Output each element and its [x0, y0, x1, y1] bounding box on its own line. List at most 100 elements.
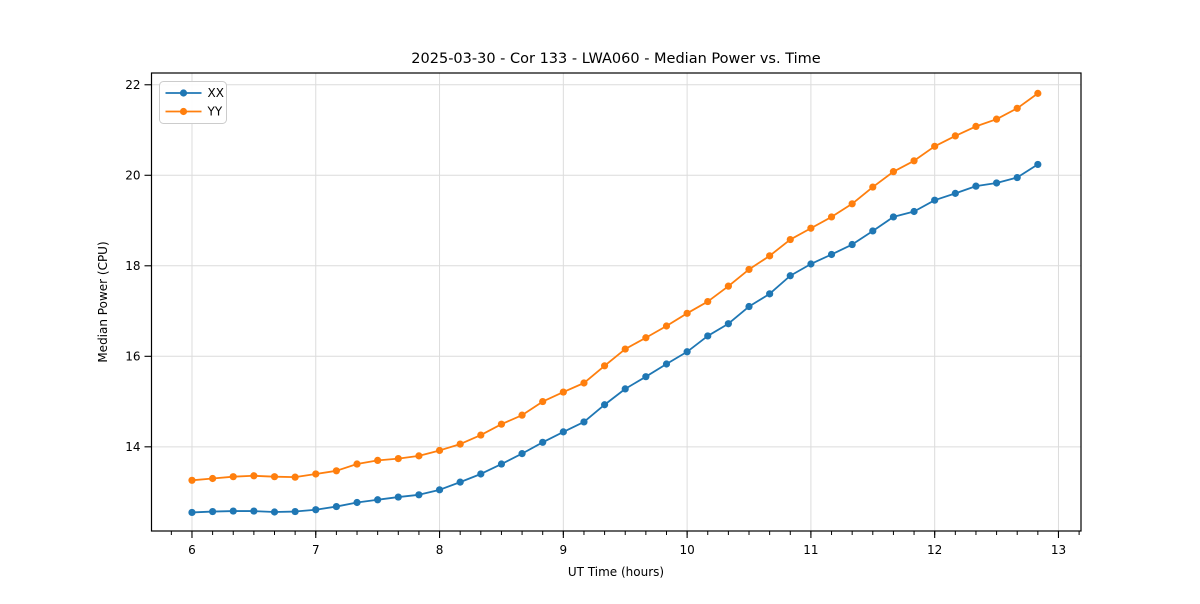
data-point-yy	[600, 362, 609, 370]
data-point-yy	[848, 200, 856, 208]
data-point-xx	[621, 385, 629, 393]
data-point-xx	[889, 213, 898, 221]
data-point-xx	[332, 502, 340, 511]
data-point-yy	[559, 388, 567, 396]
y-tick-label: 16	[125, 349, 140, 363]
data-point-xx	[1034, 160, 1042, 169]
data-point-xx	[745, 302, 753, 311]
y-tick-label: 20	[125, 168, 140, 182]
data-point-xx	[642, 373, 650, 381]
data-point-xx	[951, 189, 959, 197]
y-tick-label: 14	[125, 440, 140, 454]
legend-box	[159, 81, 227, 124]
series-xx	[188, 160, 1042, 517]
data-point-xx	[683, 348, 691, 356]
data-point-yy	[1034, 89, 1042, 97]
data-point-xx	[580, 418, 588, 426]
data-point-xx	[209, 507, 217, 516]
data-point-yy	[807, 224, 815, 232]
data-point-xx	[848, 240, 856, 249]
x-tick-label: 13	[1051, 543, 1066, 557]
data-point-xx	[188, 508, 196, 517]
data-point-xx	[435, 486, 444, 494]
data-point-yy	[992, 115, 1001, 123]
data-point-yy	[332, 467, 340, 475]
data-point-xx	[291, 507, 299, 516]
x-tick-label: 9	[560, 543, 568, 557]
data-point-xx	[869, 227, 877, 235]
data-point-yy	[353, 460, 361, 468]
data-point-xx	[229, 507, 237, 515]
data-point-yy	[662, 322, 671, 330]
data-point-yy	[766, 252, 774, 260]
series-yy	[188, 89, 1042, 484]
data-point-yy	[931, 142, 939, 150]
legend-marker	[179, 89, 188, 97]
data-point-xx	[394, 493, 402, 501]
data-point-yy	[209, 474, 217, 483]
chart-title: 2025-03-30 - Cor 133 - LWA060 - Median P…	[411, 51, 820, 67]
data-point-yy	[415, 452, 423, 460]
data-point-yy	[786, 235, 794, 244]
data-point-xx	[972, 182, 980, 190]
data-point-xx	[931, 196, 939, 204]
data-point-xx	[827, 250, 836, 259]
grid	[151, 73, 1081, 531]
data-point-yy	[250, 472, 258, 480]
legend-item-xx: XX	[165, 86, 224, 100]
data-point-yy	[456, 440, 464, 448]
data-point-yy	[621, 345, 629, 353]
x-tick-label: 11	[803, 543, 818, 557]
data-point-yy	[394, 454, 402, 463]
data-point-yy	[889, 168, 898, 176]
data-point-yy	[724, 282, 732, 290]
data-point-xx	[497, 460, 506, 468]
x-axis-label: UT Time (hours)	[568, 565, 664, 579]
legend-label: YY	[207, 105, 223, 119]
data-point-yy	[477, 431, 485, 439]
series-line-yy	[191, 92, 1039, 482]
data-point-xx	[270, 508, 279, 516]
y-tick-label: 18	[125, 259, 140, 273]
data-point-xx	[766, 290, 774, 298]
axes: 6 7 8 9 10 11 12 13 14 16 18 20 22	[125, 72, 1082, 557]
x-tick-label: 10	[679, 543, 694, 557]
plot-border	[150, 72, 1082, 532]
legend-item-yy: YY	[165, 105, 223, 119]
data-point-yy	[972, 122, 980, 131]
x-tick-label: 6	[188, 543, 196, 557]
data-point-xx	[353, 498, 361, 507]
data-point-yy	[539, 397, 547, 406]
data-point-xx	[807, 260, 815, 268]
data-point-xx	[1013, 173, 1021, 182]
data-point-yy	[827, 213, 836, 221]
data-point-yy	[374, 456, 382, 464]
data-point-xx	[374, 496, 382, 504]
data-point-xx	[724, 320, 732, 328]
data-point-yy	[951, 132, 959, 140]
y-axis-label: Median Power (CPU)	[96, 241, 110, 362]
data-point-xx	[250, 507, 258, 515]
data-point-xx	[559, 428, 567, 436]
data-point-xx	[539, 438, 547, 446]
data-point-yy	[312, 470, 320, 478]
data-point-xx	[992, 179, 1001, 187]
data-point-yy	[642, 334, 650, 342]
y-tick-label: 22	[125, 78, 140, 92]
series-line-xx	[191, 163, 1039, 514]
data-point-yy	[229, 473, 237, 481]
data-point-yy	[704, 297, 712, 306]
data-point-yy	[910, 157, 918, 165]
data-point-xx	[312, 506, 320, 514]
x-tick-label: 12	[927, 543, 942, 557]
data-point-yy	[291, 473, 299, 481]
data-point-yy	[869, 183, 877, 191]
data-point-xx	[456, 478, 464, 486]
data-point-xx	[600, 401, 609, 409]
data-point-yy	[745, 265, 753, 274]
series	[188, 89, 1042, 517]
legend: XX YY	[159, 81, 227, 124]
legend-marker	[179, 107, 188, 116]
